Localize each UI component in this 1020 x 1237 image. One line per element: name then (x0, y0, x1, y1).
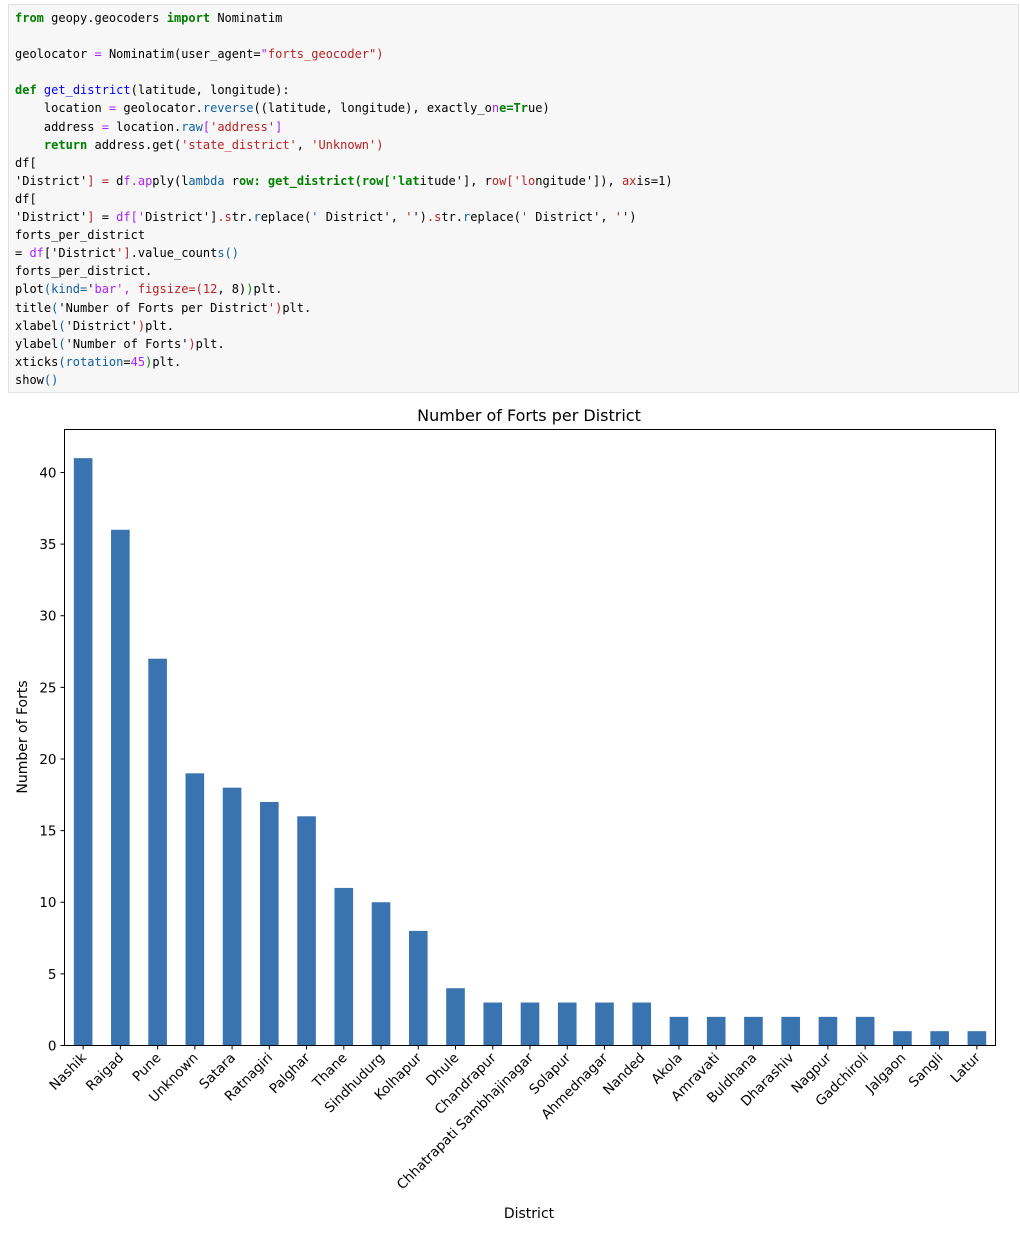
code-line: geolocator = Nominatim(user_agent="forts… (15, 47, 384, 62)
bar (148, 658, 167, 1046)
x-tick-label: Nanded (600, 1050, 648, 1098)
y-tick-label: 35 (39, 537, 56, 553)
y-axis-label: Number of Forts (15, 680, 31, 793)
bar (334, 887, 354, 1046)
bar (893, 1031, 912, 1046)
x-tick-label: Latur (948, 1050, 985, 1087)
code-line: = df['District'].value_counts() (15, 246, 240, 261)
bar (483, 1002, 503, 1046)
code-line: xticks(rotation=45)plt. (15, 354, 182, 369)
cell-output: Number of Forts per District 0 5 10 15 20 25 3… (0, 396, 1020, 1232)
code-line: address = location.raw['address'] (15, 119, 283, 134)
bar (408, 930, 428, 1046)
x-tick-label: Pune (130, 1050, 165, 1085)
code-line: return address.get('state_district', 'Un… (15, 137, 384, 152)
y-tick-label: 40 (39, 465, 56, 481)
code-line: plot(kind='bar', figsize=(12, 8))plt. (15, 282, 283, 297)
bar (930, 1031, 949, 1046)
bar (855, 1016, 875, 1046)
x-tick-label: Nashik (46, 1050, 90, 1094)
bar (73, 458, 93, 1046)
code-line: df[ (15, 155, 37, 170)
code-line: 'District'] = df['District'].str.replace… (15, 210, 637, 225)
code-line: from geopy.geocoders import Nominatim (15, 11, 283, 25)
x-axis-label: District (504, 1206, 555, 1222)
bar-chart: Number of Forts per District 0 5 10 15 20 25 3… (15, 406, 996, 1222)
bar (260, 801, 279, 1046)
code-line: forts_per_district. (15, 264, 153, 279)
chart-title: Number of Forts per District (417, 406, 641, 425)
y-tick-label: 10 (39, 895, 56, 911)
x-tick-label: Palghar (266, 1050, 313, 1097)
x-tick-label: Sangli (906, 1050, 947, 1091)
y-tick-label: 30 (39, 609, 56, 625)
bar (818, 1016, 838, 1046)
plot-frame (64, 429, 996, 1046)
bar (520, 1002, 540, 1046)
bar (744, 1016, 763, 1046)
bar (222, 787, 242, 1046)
code-line: 'District'] = df.apply(lambda row: get_d… (15, 173, 673, 188)
x-tick-label: Chhatrapati Sambhajinagar (394, 1050, 537, 1193)
y-tick-label: 25 (39, 680, 56, 696)
bar (371, 902, 391, 1046)
y-tick-label: 20 (39, 752, 56, 768)
code-line: xlabel('District')plt. (15, 318, 174, 333)
code-line: title('Number of Forts per District')plt… (15, 300, 312, 315)
code-editor[interactable]: from geopy.geocoders import Nominatim ge… (15, 9, 1012, 389)
bar (297, 816, 316, 1046)
x-tick-label: Jalgaon (862, 1050, 909, 1097)
code-line: location = geolocator.reverse((latitude,… (15, 101, 550, 116)
bar (446, 988, 465, 1046)
y-tick-label: 15 (39, 824, 56, 840)
x-tick-label: Raigad (83, 1050, 127, 1094)
bar (706, 1016, 726, 1046)
bar (111, 529, 130, 1046)
bar (781, 1016, 800, 1046)
bar (669, 1016, 689, 1046)
bar (632, 1002, 652, 1046)
code-line: forts_per_district (15, 228, 153, 243)
bar (595, 1002, 614, 1046)
code-line: def get_district(latitude, longitude): (15, 83, 290, 98)
code-cell[interactable]: from geopy.geocoders import Nominatim ge… (8, 4, 1019, 393)
code-line: df[ (15, 191, 37, 206)
bar (185, 773, 205, 1046)
bar (967, 1031, 987, 1046)
code-line: ylabel('Number of Forts')plt. (15, 336, 225, 351)
y-tick-label: 5 (48, 967, 57, 983)
y-tick-label: 0 (48, 1039, 57, 1055)
bar (557, 1002, 577, 1046)
code-line: show() (15, 372, 59, 387)
